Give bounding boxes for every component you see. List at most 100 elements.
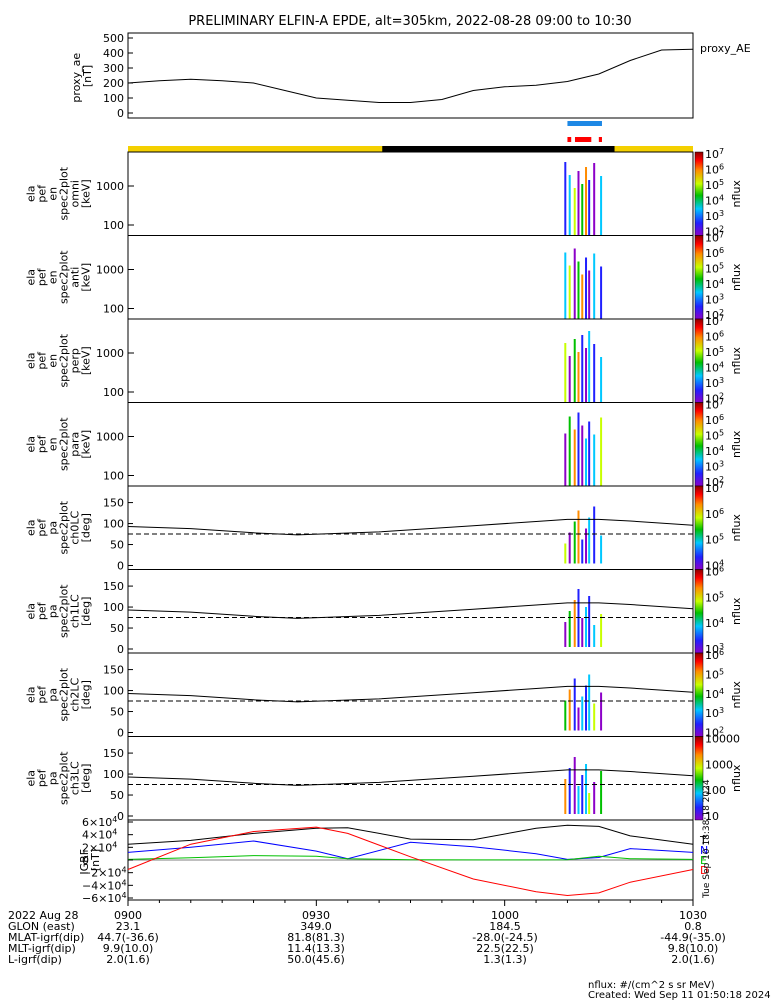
spectrogram-burst-column [577, 261, 580, 319]
spectrogram-burst-column [573, 339, 576, 403]
igrf-ytick: 2×104 [82, 840, 117, 854]
spectrogram-cbar-label: nflux [730, 180, 743, 208]
pitch-angle-ytick: 150 [103, 747, 124, 760]
igrf-t-line [127, 824, 694, 845]
pitch-angle-burst-column [593, 782, 596, 814]
spectrogram-burst-column [585, 348, 588, 403]
pitch-angle-panel-ch0LC: 150 100 50 0 elapefpaspec2plotch0LC[deg] 107 1… [25, 481, 744, 573]
pitch-angle-ytick: 0 [117, 560, 124, 573]
ylabel-line: spec2plot [58, 166, 71, 220]
pitch-angle-cbar-tick: 106 [705, 648, 724, 662]
igrf-ytick: 6×104 [82, 815, 117, 829]
ylabel-line: en [47, 437, 60, 451]
ylabel-line: [deg] [80, 764, 93, 793]
spectrogram-burst-column [581, 335, 584, 403]
ephemeris-label: MLAT-igrf(dip) [8, 931, 84, 944]
ephemeris-value: 349.0 [300, 920, 332, 933]
proxy-ae-frame [127, 32, 694, 119]
pitch-angle-cbar-tick: 106 [705, 565, 724, 579]
ylabel-line: pef [36, 267, 49, 286]
ylabel-line: ela [25, 436, 38, 453]
proxy-ae-ytick: 100 [103, 92, 124, 105]
spectrogram-cbar-tick: 106 [705, 413, 724, 427]
proxy-ae-ylabel: proxy_ae [nT] [70, 49, 94, 102]
spectrogram-cbar-tick: 103 [705, 460, 724, 474]
spectrogram-burst-column [573, 188, 576, 236]
ylabel-line: ela [25, 519, 38, 536]
ephemeris-value: 50.0(45.6) [287, 953, 345, 966]
pitch-angle-ylabel: elapefpaspec2plotch0LC[deg] [25, 500, 93, 554]
igrf-legend-D: D [700, 864, 708, 877]
ylabel-line: ela [25, 686, 38, 703]
pitch-angle-ytick: 100 [103, 768, 124, 781]
proxy-ae-yticks: 500 400 300 200 100 0 [103, 32, 133, 120]
proxy-ae-ylabel-line2: [nT] [81, 65, 94, 87]
pitch-angle-burst-column [600, 614, 603, 647]
ylabel-line: pa [47, 604, 60, 618]
eclipse-shadow-segment [382, 146, 615, 152]
pitch-angle-panel-ch3LC: 150 100 50 0 elapefpaspec2plotch3LC[deg] 1000… [25, 733, 744, 824]
igrf-n-line [127, 840, 694, 860]
ephemeris-value: 81.8(81.3) [287, 931, 345, 944]
spectrogram-cbar-tick: 107 [705, 231, 724, 245]
ephemeris-table: 2022 Aug 28 0900 0930 1000 1030 GLON (ea… [8, 909, 726, 966]
ylabel-line: pa [47, 688, 60, 702]
igrf-ytick: −2×104 [82, 866, 127, 880]
time-tick-0900: 0900 [114, 909, 142, 922]
ephemeris-value: 11.4(13.3) [287, 942, 345, 955]
spectrogram-burst-column [581, 425, 584, 486]
spectrogram-cbar-label: nflux [730, 347, 743, 375]
pitch-angle-frame [127, 569, 694, 654]
spectrogram-burst-column [585, 438, 588, 486]
pitch-angle-burst-column [581, 618, 584, 647]
ephemeris-value: 22.5(22.5) [476, 942, 534, 955]
pitch-angle-cbar-label: nflux [730, 597, 743, 625]
ylabel-line: ch1LC [69, 594, 82, 628]
time-axis-ticks [127, 900, 694, 906]
spectrogram-cbar-tick: 102 [705, 475, 724, 489]
pitch-angle-burst-column [581, 775, 584, 814]
spectrogram-cbar-tick: 106 [705, 330, 724, 344]
pitch-angle-burst-column [588, 596, 591, 647]
spectrogram-cbar-tick: 104 [705, 444, 724, 458]
pitch-angle-ytick: 150 [103, 664, 124, 677]
pitch-angle-ytick: 0 [117, 643, 124, 656]
ylabel-line: ela [25, 770, 38, 787]
spectrogram-frame [127, 235, 694, 320]
spectrogram-burst-column [564, 343, 567, 403]
spectrogram-colorbar [694, 235, 704, 320]
pitch-angle-panel-ch1LC: 150 100 50 0 elapefpaspec2plotch1LC[deg] 106 1… [25, 565, 744, 657]
spectrogram-colorbar [694, 151, 704, 236]
pitch-angle-cbar-tick: 103 [705, 706, 724, 720]
ylabel-line: ela [25, 603, 38, 620]
proxy-ae-ytick: 0 [117, 107, 124, 120]
pitch-angle-burst-column [585, 528, 588, 564]
pitch-angle-cbar-tick: 105 [705, 667, 724, 681]
pitch-angle-burst-column [588, 674, 591, 731]
proxy-ae-panel: 500 400 300 200 100 0 proxy_AE proxy_ae [nT] [70, 32, 751, 120]
spectrogram-burst-column [568, 416, 571, 486]
spectrogram-burst-column [585, 257, 588, 319]
pitch-angle-burst-column [577, 707, 580, 731]
pitch-angle-cbar-tick: 100 [705, 784, 726, 797]
ylabel-line: pa [47, 521, 60, 535]
spectrogram-panel-omni: 1000100elapefenspec2plotomni[keV]1071061… [25, 147, 744, 239]
footer-units: nflux: #/(cm^2 s sr MeV) [588, 980, 715, 991]
ylabel-line: [deg] [80, 513, 93, 542]
spectrogram-cbar-tick: 105 [705, 262, 724, 276]
pitch-angle-ytick: 50 [110, 622, 124, 635]
spectrogram-burst-column [585, 167, 588, 236]
pitch-angle-cbar-label: nflux [730, 764, 743, 792]
spectrogram-cbar-tick: 105 [705, 429, 724, 443]
ylabel-line: para [69, 432, 82, 457]
spectrogram-cbar-tick: 102 [705, 308, 724, 322]
igrf-legend-N: N [700, 844, 708, 857]
spectrogram-cbar-tick: 103 [705, 209, 724, 223]
spectrogram-cbar-tick: 104 [705, 277, 724, 291]
burst-mark [574, 137, 592, 142]
igrf-side-note: Tue Sep 10 18:38:18 2024 [702, 779, 712, 899]
ephemeris-value: 1.3(1.3) [483, 953, 527, 966]
igrf-e-line [127, 855, 694, 861]
loss-cone-line [127, 518, 694, 536]
